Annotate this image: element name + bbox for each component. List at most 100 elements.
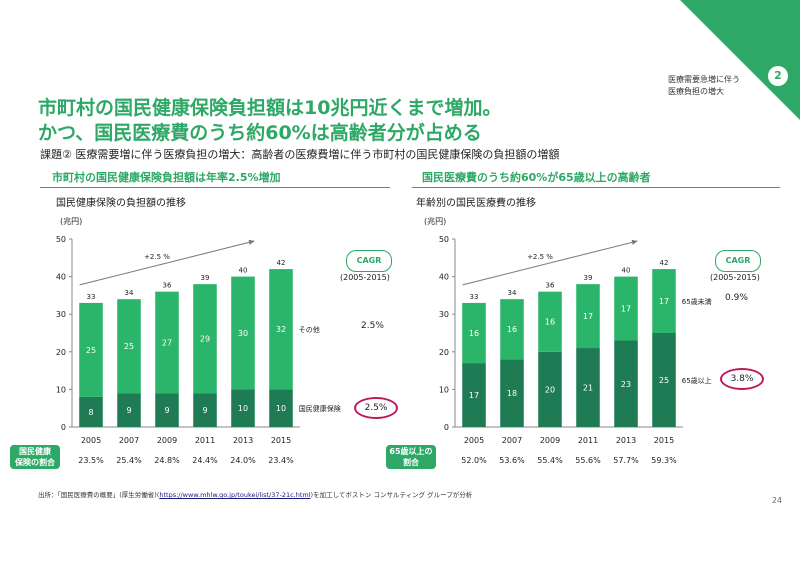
left-cagr-bottom-value: 2.5% bbox=[354, 397, 398, 419]
right-bar-segment bbox=[652, 333, 676, 427]
source-prefix: 出所：「国民医療費の概要」(厚生労働省)( bbox=[38, 491, 160, 499]
left-panel-subheading: 国民健康保険の負担額の推移 bbox=[56, 198, 186, 209]
left-bar-total: 34 bbox=[125, 289, 134, 297]
right-bar-total: 39 bbox=[584, 274, 593, 282]
left-x-tick-label: 2015 bbox=[271, 436, 291, 445]
left-x-tick-label: 2007 bbox=[119, 436, 139, 445]
right-unit-label: (兆円) bbox=[424, 217, 447, 226]
corner-triangle bbox=[680, 0, 800, 120]
left-x-tick-label: 2005 bbox=[81, 436, 101, 445]
left-panel-divider bbox=[40, 187, 390, 188]
left-bar-value: 30 bbox=[238, 329, 248, 338]
left-cagr-label: CAGR bbox=[346, 250, 392, 272]
left-y-tick-label: 30 bbox=[56, 310, 66, 319]
right-bar-value: 17 bbox=[583, 312, 593, 321]
right-share-tag: 65歳以上の 割合 bbox=[386, 445, 436, 469]
right-bar-segment bbox=[614, 340, 638, 427]
right-bar-total: 40 bbox=[622, 267, 631, 275]
left-share-value: 25.4% bbox=[116, 456, 142, 465]
source-link[interactable]: https://www.mhlw.go.jp/toukei/list/37-21… bbox=[159, 491, 311, 499]
right-share-value: 52.0% bbox=[461, 456, 487, 465]
left-x-tick-label: 2013 bbox=[233, 436, 253, 445]
right-bar-segment bbox=[538, 291, 562, 352]
left-bar-total: 39 bbox=[201, 274, 210, 282]
left-unit-label: (兆円) bbox=[60, 217, 83, 226]
right-bar-segment bbox=[614, 276, 638, 341]
right-cagr-bottom-value: 3.8% bbox=[720, 368, 764, 390]
right-bar-value: 21 bbox=[583, 384, 593, 393]
right-series-label: 65歳以上 bbox=[682, 376, 712, 385]
page-title: 市町村の国民健康保険負担額は10兆円近くまで増加。 かつ、国民医療費のうち約60… bbox=[38, 96, 501, 146]
right-bar-value: 17 bbox=[659, 297, 669, 306]
left-y-tick-label: 0 bbox=[61, 423, 66, 432]
right-bar-value: 18 bbox=[507, 389, 517, 398]
right-bar-segment bbox=[576, 348, 600, 427]
page-number: 24 bbox=[771, 496, 782, 505]
left-bar-segment bbox=[117, 393, 141, 427]
right-bar-segment bbox=[462, 363, 486, 427]
right-bar-segment bbox=[538, 351, 562, 427]
right-bar-segment bbox=[500, 299, 524, 360]
left-bar-segment bbox=[155, 291, 179, 394]
left-x-tick-label: 2009 bbox=[157, 436, 177, 445]
left-bar-value: 25 bbox=[86, 346, 96, 355]
left-trend-label: +2.5 % bbox=[144, 253, 170, 261]
right-bar-value: 23 bbox=[621, 380, 631, 389]
right-x-tick-label: 2015 bbox=[654, 436, 674, 445]
left-y-tick-label: 10 bbox=[56, 385, 66, 394]
right-x-tick-label: 2009 bbox=[540, 436, 560, 445]
title-line2: かつ、国民医療費のうち約60%は高齢者分が占める bbox=[38, 122, 482, 144]
right-bar-segment bbox=[652, 269, 676, 333]
right-bar-value: 17 bbox=[621, 305, 631, 314]
left-trend-arrow bbox=[79, 240, 255, 286]
right-y-tick-label: 50 bbox=[439, 235, 449, 244]
left-bar-segment bbox=[79, 396, 103, 427]
right-cagr-label: CAGR bbox=[715, 250, 761, 272]
right-share-value: 57.7% bbox=[613, 456, 639, 465]
left-bar-value: 27 bbox=[162, 338, 172, 347]
left-bar-value: 9 bbox=[164, 406, 169, 415]
left-bar-segment bbox=[231, 276, 255, 390]
left-bar-value: 29 bbox=[200, 335, 210, 344]
left-bar-segment bbox=[117, 299, 141, 394]
right-bar-total: 36 bbox=[546, 282, 555, 290]
left-share-value: 23.4% bbox=[268, 456, 294, 465]
left-y-tick-label: 40 bbox=[56, 273, 66, 282]
right-panel-divider bbox=[412, 187, 780, 188]
left-y-tick-label: 20 bbox=[56, 348, 66, 357]
left-series-label: 国民健康保険 bbox=[299, 404, 341, 413]
left-bar-value: 10 bbox=[276, 404, 286, 413]
title-line1: 市町村の国民健康保険負担額は10兆円近くまで増加。 bbox=[38, 97, 502, 119]
right-bar-total: 34 bbox=[508, 289, 517, 297]
right-bar-total: 33 bbox=[470, 293, 479, 301]
right-bar-value: 17 bbox=[469, 391, 479, 400]
left-bar-value: 10 bbox=[238, 404, 248, 413]
left-trend-arrowhead bbox=[248, 239, 255, 245]
right-share-tag-line2: 割合 bbox=[403, 458, 419, 467]
right-bar-value: 25 bbox=[659, 376, 669, 385]
right-share-tag-line1: 65歳以上の bbox=[389, 447, 433, 456]
left-panel-heading: 市町村の国民健康保険負担額は年率2.5%増加 bbox=[52, 171, 281, 184]
left-bar-total: 40 bbox=[239, 267, 248, 275]
right-trend-arrow bbox=[462, 240, 638, 286]
left-bar-segment bbox=[269, 269, 293, 390]
right-bar-segment bbox=[576, 284, 600, 349]
left-share-tag-line2: 保険の割合 bbox=[15, 458, 55, 467]
right-bar-value: 16 bbox=[469, 329, 479, 338]
left-bar-value: 8 bbox=[88, 408, 93, 417]
right-bar-total: 42 bbox=[660, 259, 669, 267]
right-trend-label: +2.5 % bbox=[527, 253, 553, 261]
left-bar-segment bbox=[155, 393, 179, 427]
left-share-value: 24.0% bbox=[230, 456, 256, 465]
left-bar-segment bbox=[193, 284, 217, 394]
section-tag-line1: 医療需要急増に伴う bbox=[668, 75, 740, 84]
right-share-value: 55.4% bbox=[537, 456, 563, 465]
right-trend-arrowhead bbox=[631, 239, 638, 245]
left-bar-segment bbox=[193, 393, 217, 427]
right-x-tick-label: 2005 bbox=[464, 436, 484, 445]
right-bar-value: 20 bbox=[545, 385, 555, 394]
left-share-tag: 国民健康 保険の割合 bbox=[10, 445, 60, 469]
right-share-value: 59.3% bbox=[651, 456, 677, 465]
right-bar-value: 16 bbox=[507, 325, 517, 334]
right-bar-segment bbox=[462, 302, 486, 364]
